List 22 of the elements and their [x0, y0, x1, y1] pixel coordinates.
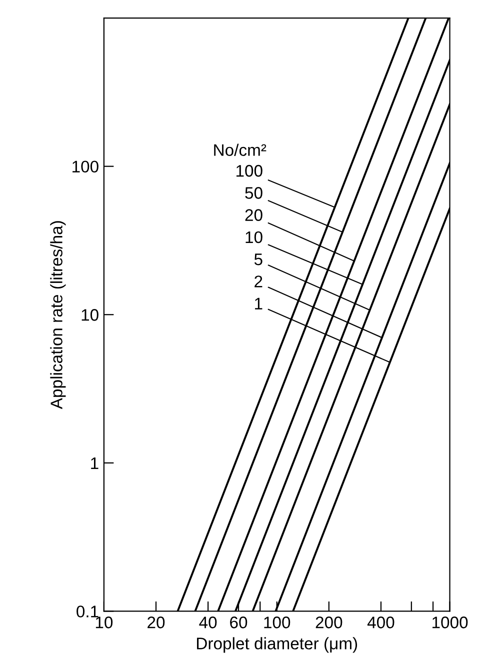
y-axis-title: Application rate (litres/ha) — [50, 221, 66, 410]
x-tick-label: 10 — [96, 616, 113, 628]
annotation: No/cm² — [214, 144, 266, 156]
annotation: 50 — [245, 187, 262, 199]
y-tick-label: 10 — [82, 309, 98, 321]
x-tick-label: 400 — [367, 616, 394, 628]
annotation: 5 — [254, 254, 262, 266]
x-tick-label: 60 — [230, 616, 248, 628]
y-tick-label: 0.1 — [76, 606, 98, 618]
annotation: 20 — [245, 209, 262, 221]
annotation: 10 — [246, 231, 262, 244]
x-tick-label: 1000 — [432, 616, 468, 628]
x-axis-title: Droplet diameter (μm) — [197, 637, 358, 653]
x-tick-label: 20 — [148, 616, 165, 628]
annotation: 100 — [236, 164, 262, 177]
x-tick-label: 100 — [264, 616, 290, 628]
y-tick-label: 1 — [91, 457, 98, 469]
x-tick-label: 40 — [199, 616, 217, 628]
annotation: 1 — [255, 298, 262, 310]
annotation: 2 — [254, 276, 262, 288]
x-tick-label: 200 — [316, 616, 342, 628]
y-tick-label: 100 — [72, 160, 98, 173]
